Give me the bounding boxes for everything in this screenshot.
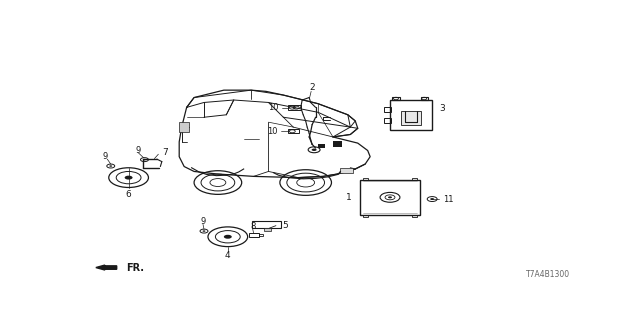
Text: 8: 8 [250,222,255,231]
Bar [363,215,367,217]
Circle shape [430,198,434,200]
Text: 4: 4 [225,251,230,260]
Circle shape [202,230,205,232]
Bar [401,111,420,124]
Text: 9: 9 [136,146,141,155]
Text: 3: 3 [440,104,445,113]
Text: 1: 1 [346,193,351,202]
Bar [390,100,432,130]
Text: 9: 9 [102,152,108,161]
Bar [392,97,400,100]
Bar [360,180,420,215]
Circle shape [312,148,317,151]
Text: 7: 7 [162,148,168,157]
FancyArrow shape [96,265,116,270]
Bar [288,105,301,110]
Bar [340,168,353,173]
Text: 11: 11 [444,195,454,204]
Bar [264,228,271,231]
Bar [252,221,281,228]
Text: 5: 5 [282,221,288,230]
Circle shape [224,235,232,239]
Bar [288,129,300,133]
Bar [420,97,428,100]
Circle shape [125,176,132,180]
Circle shape [143,159,146,160]
Text: 2: 2 [309,83,315,92]
Bar [179,122,189,132]
Bar [333,141,342,147]
Text: 10: 10 [268,103,278,112]
Bar [363,178,367,180]
Text: T7A4B1300: T7A4B1300 [526,270,570,279]
Bar [384,108,391,112]
Bar [249,233,259,237]
Text: 6: 6 [125,190,131,199]
Circle shape [109,165,112,167]
Text: FR.: FR. [125,262,143,273]
Bar [384,118,391,124]
Circle shape [388,196,392,198]
Bar [318,144,325,148]
Text: 10: 10 [267,127,277,136]
Bar [259,234,262,236]
Text: 9: 9 [200,218,205,227]
Bar [412,178,417,180]
Bar [412,215,417,217]
